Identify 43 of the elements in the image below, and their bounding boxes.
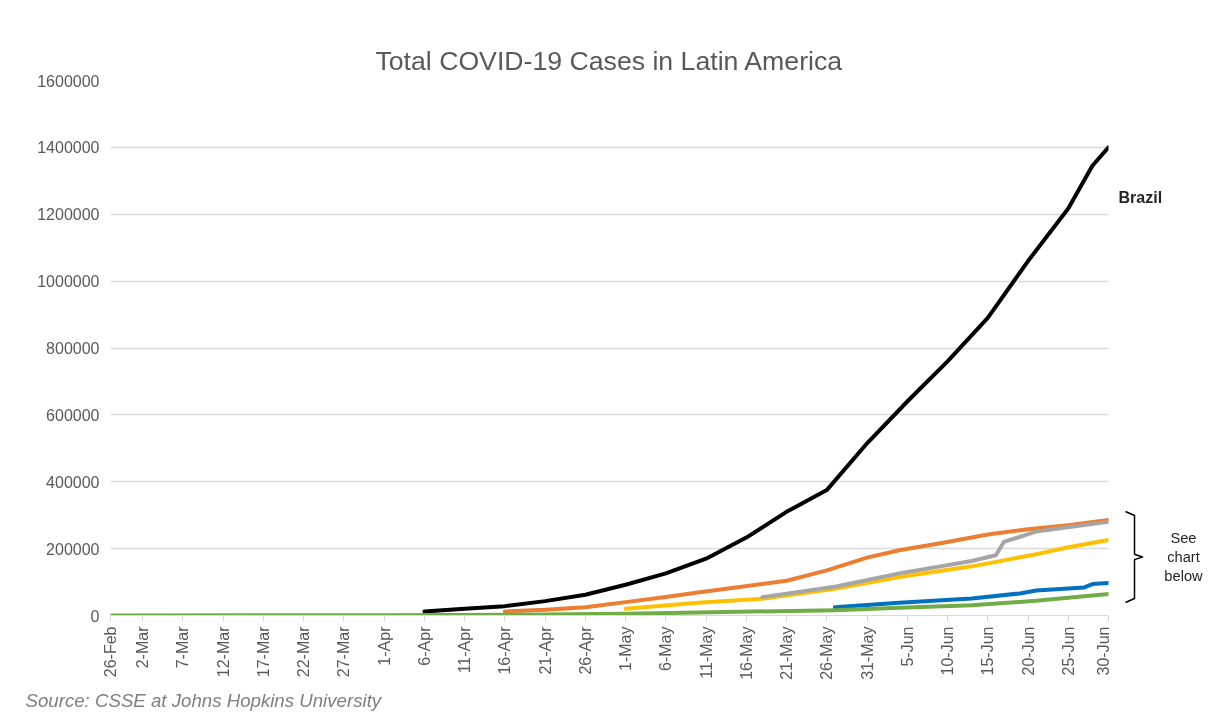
x-tick-label: 26-Feb bbox=[102, 626, 119, 678]
source-note: Source: CSSE at Johns Hopkins University bbox=[25, 689, 383, 711]
x-tick-label: 26-May bbox=[818, 626, 836, 680]
x-tick-label: 25-Jun bbox=[1059, 626, 1077, 676]
x-tick-label: 16-May bbox=[737, 626, 755, 680]
x-tick-label: 5-Jun bbox=[898, 626, 916, 667]
y-tick-label: 600000 bbox=[46, 406, 100, 424]
x-tick-label: 17-Mar bbox=[254, 625, 272, 678]
x-tick-label: 20-Jun bbox=[1019, 626, 1037, 676]
line-series bbox=[760, 519, 1109, 600]
x-tick-label: 11-Apr bbox=[456, 625, 474, 674]
x-tick-label: 1-Apr bbox=[375, 625, 393, 666]
x-tick-label: 21-May bbox=[778, 626, 796, 680]
y-tick-label: 1200000 bbox=[37, 206, 100, 224]
text: See chart below bbox=[1164, 529, 1204, 585]
line-series bbox=[502, 517, 1109, 614]
x-tick-label: 6-May bbox=[657, 626, 675, 671]
x-tick-label: 2-Mar bbox=[134, 625, 152, 669]
line-series bbox=[832, 581, 1109, 610]
x-tick-label: 11-May bbox=[697, 626, 715, 679]
x-tick-label: 16-Apr bbox=[496, 625, 514, 675]
chart-title: Total COVID-19 Cases in Latin America bbox=[375, 45, 843, 76]
x-tick-label: 21-Apr bbox=[536, 625, 554, 675]
y-tick-label: 400000 bbox=[46, 473, 100, 491]
x-tick-label: 12-Mar bbox=[214, 625, 232, 678]
x-tick-label: 31-May bbox=[858, 626, 876, 680]
x-tick-label: 7-Mar bbox=[174, 625, 192, 669]
y-tick-label: 200000 bbox=[46, 540, 100, 558]
y-tick-label: 1600000 bbox=[37, 72, 100, 90]
x-tick-label: 6-Apr bbox=[415, 625, 433, 666]
x-tick-label: 27-Mar bbox=[335, 625, 353, 678]
y-tick-label: 0 bbox=[90, 607, 100, 625]
y-tick-label: 800000 bbox=[46, 340, 100, 357]
y-tick-label: 1000000 bbox=[37, 273, 100, 291]
x-tick-label: 26-Apr bbox=[576, 625, 594, 675]
x-tick-label: 15-Jun bbox=[979, 626, 997, 676]
text: Brazil bbox=[1118, 188, 1163, 206]
x-tick-label: 22-Mar bbox=[295, 625, 313, 678]
x-tick-label: 10-Jun bbox=[939, 626, 957, 676]
x-tick-label: 1-May bbox=[617, 626, 635, 671]
x-tick-label: 30-Jun bbox=[1094, 626, 1112, 676]
line-series bbox=[422, 145, 1109, 614]
y-tick-label: 1400000 bbox=[37, 139, 100, 157]
